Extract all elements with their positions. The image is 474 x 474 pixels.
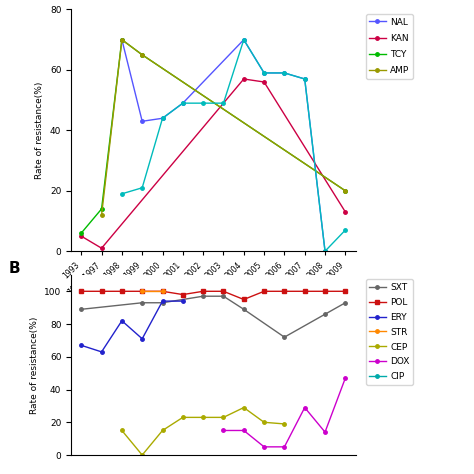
- Legend: NAL, KAN, TCY, AMP: NAL, KAN, TCY, AMP: [366, 14, 413, 79]
- SXT: [343, 300, 348, 306]
- CEP: [160, 428, 165, 433]
- Line: ERY: ERY: [80, 300, 184, 354]
- POL: [180, 292, 186, 297]
- POL: [343, 289, 348, 294]
- NAL: [119, 37, 125, 43]
- POL: [160, 289, 165, 294]
- POL: [139, 289, 145, 294]
- POL: [282, 289, 287, 294]
- Legend: SXT, POL, ERY, STR, CEP, DOX, CIP: SXT, POL, ERY, STR, CEP, DOX, CIP: [366, 280, 413, 385]
- Line: CEP: CEP: [120, 406, 286, 457]
- DOX: [302, 405, 308, 410]
- SXT: [322, 311, 328, 317]
- ERY: [160, 298, 165, 304]
- SXT: [78, 307, 84, 312]
- AMP: [343, 188, 348, 193]
- Y-axis label: Rate of resistance(%): Rate of resistance(%): [29, 316, 38, 414]
- POL: [241, 297, 246, 302]
- Line: NAL: NAL: [120, 38, 327, 253]
- SXT: [139, 300, 145, 306]
- TCY: [343, 188, 348, 193]
- KAN: [241, 76, 246, 82]
- CEP: [282, 421, 287, 427]
- POL: [201, 289, 206, 294]
- DOX: [343, 375, 348, 381]
- NAL: [160, 116, 165, 121]
- AMP: [139, 52, 145, 58]
- Text: B: B: [9, 261, 20, 275]
- CEP: [261, 419, 267, 425]
- CEP: [201, 415, 206, 420]
- Line: AMP: AMP: [100, 38, 347, 217]
- STR: [139, 289, 145, 294]
- Line: TCY: TCY: [80, 38, 347, 235]
- NAL: [302, 76, 308, 82]
- POL: [119, 289, 125, 294]
- POL: [261, 289, 267, 294]
- SXT: [220, 293, 226, 299]
- Line: STR: STR: [140, 290, 164, 293]
- DOX: [322, 429, 328, 435]
- Line: DOX: DOX: [222, 376, 347, 448]
- AMP: [119, 37, 125, 43]
- ERY: [119, 318, 125, 324]
- DOX: [261, 444, 267, 450]
- POL: [322, 289, 328, 294]
- NAL: [180, 100, 186, 106]
- Line: POL: POL: [80, 290, 347, 301]
- Y-axis label: Rate of resistance(%): Rate of resistance(%): [36, 82, 45, 179]
- CEP: [139, 452, 145, 458]
- POL: [78, 289, 84, 294]
- SXT: [160, 300, 165, 306]
- NAL: [139, 118, 145, 124]
- TCY: [99, 206, 104, 212]
- ERY: [139, 336, 145, 342]
- POL: [99, 289, 104, 294]
- CEP: [180, 415, 186, 420]
- ERY: [99, 349, 104, 355]
- DOX: [241, 428, 246, 433]
- SXT: [282, 334, 287, 340]
- Line: SXT: SXT: [80, 294, 347, 339]
- POL: [220, 289, 226, 294]
- POL: [302, 289, 308, 294]
- CEP: [119, 428, 125, 433]
- Line: KAN: KAN: [80, 77, 347, 250]
- NAL: [241, 37, 246, 43]
- ERY: [180, 298, 186, 304]
- AMP: [99, 212, 104, 218]
- KAN: [99, 246, 104, 251]
- SXT: [241, 307, 246, 312]
- DOX: [282, 444, 287, 450]
- CEP: [220, 415, 226, 420]
- CEP: [241, 405, 246, 410]
- KAN: [78, 233, 84, 239]
- ERY: [78, 343, 84, 348]
- DOX: [220, 428, 226, 433]
- KAN: [261, 79, 267, 85]
- KAN: [343, 209, 348, 215]
- TCY: [78, 230, 84, 236]
- X-axis label: Year: Year: [201, 301, 225, 311]
- TCY: [119, 37, 125, 43]
- NAL: [322, 248, 328, 254]
- STR: [160, 289, 165, 294]
- NAL: [261, 70, 267, 76]
- NAL: [282, 70, 287, 76]
- TCY: [139, 52, 145, 58]
- SXT: [201, 293, 206, 299]
